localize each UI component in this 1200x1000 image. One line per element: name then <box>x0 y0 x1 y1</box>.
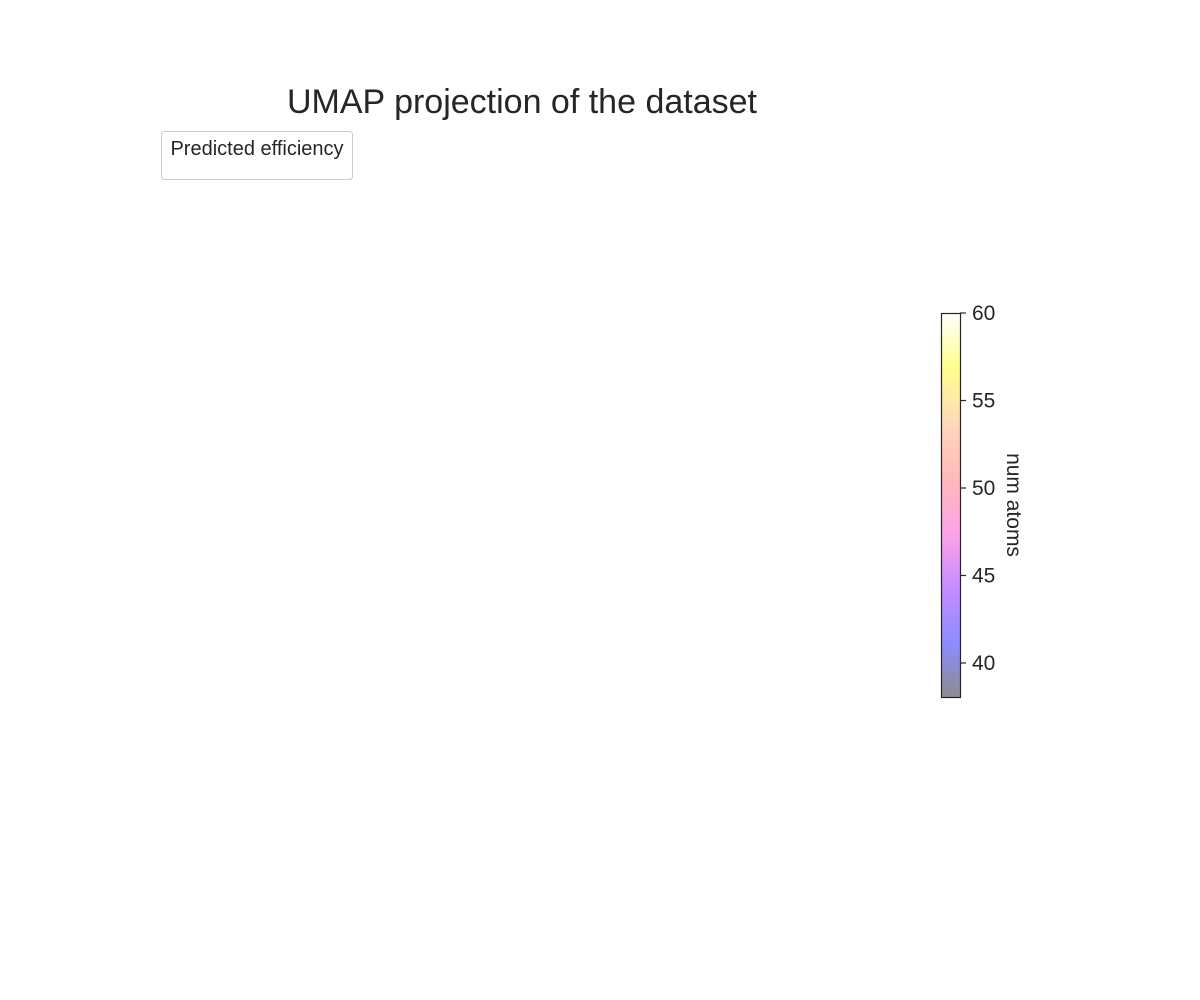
colorbar-tick-label: 60 <box>972 302 995 325</box>
colorbar-tick-label: 40 <box>972 652 995 675</box>
colorbar-tick-label: 45 <box>972 565 995 588</box>
colorbar-ticks: 40 45 50 55 60 <box>960 302 995 675</box>
legend: Predicted efficiency <box>161 131 353 180</box>
colorbar-tick-label: 55 <box>972 390 995 413</box>
legend-title: Predicted efficiency <box>170 138 343 160</box>
chart-title: UMAP projection of the dataset <box>287 83 758 121</box>
colorbar-tick-label: 50 <box>972 477 995 500</box>
legend-frame <box>161 131 353 180</box>
colorbar-gradient <box>941 313 960 698</box>
colorbar: 40 45 50 55 60 num atoms <box>940 302 1025 699</box>
colorbar-frame <box>940 312 962 699</box>
colorbar-label: num atoms <box>1002 453 1025 557</box>
